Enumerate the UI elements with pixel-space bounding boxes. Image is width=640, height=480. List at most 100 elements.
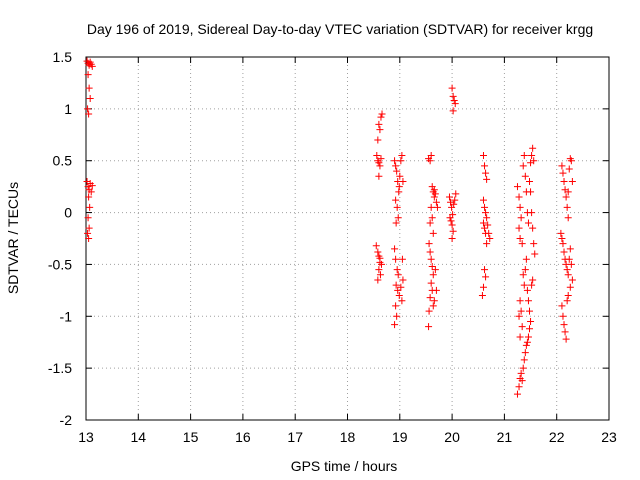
data-point	[564, 188, 572, 196]
data-point	[519, 364, 527, 372]
data-point	[452, 190, 460, 198]
data-point	[558, 162, 566, 170]
data-point	[375, 266, 383, 274]
data-point	[518, 323, 526, 331]
data-point	[524, 333, 532, 341]
data-point	[448, 235, 456, 242]
data-point	[564, 292, 572, 300]
data-point	[527, 317, 535, 325]
data-point	[559, 312, 567, 320]
data-point	[530, 157, 538, 165]
data-point	[429, 229, 437, 237]
data-point	[515, 193, 523, 201]
data-point	[566, 283, 574, 291]
data-point	[567, 157, 575, 165]
x-tick-label: 16	[235, 429, 251, 445]
data-point	[560, 248, 568, 256]
data-point	[375, 159, 383, 167]
data-point	[565, 165, 573, 173]
data-point	[431, 266, 439, 274]
data-point	[392, 302, 400, 310]
data-point	[430, 297, 438, 305]
data-point	[557, 229, 565, 237]
data-point	[377, 113, 385, 121]
data-point	[373, 152, 381, 160]
data-point	[430, 193, 438, 201]
y-tick-label: 1.5	[53, 49, 73, 65]
data-point	[485, 229, 493, 237]
data-point	[86, 94, 94, 102]
data-point	[523, 338, 531, 346]
data-point	[516, 297, 524, 305]
x-tick-label: 23	[601, 429, 617, 445]
data-point	[529, 144, 537, 152]
data-point	[431, 190, 439, 198]
x-tick-label: 21	[497, 429, 513, 445]
data-point	[395, 292, 403, 300]
data-point	[517, 369, 525, 377]
data-point	[449, 227, 457, 235]
data-point	[528, 152, 536, 160]
data-point	[393, 312, 401, 320]
y-tick-label: 0.5	[53, 153, 73, 169]
data-point	[528, 281, 536, 289]
data-point	[517, 214, 525, 222]
data-point	[448, 84, 456, 92]
data-point	[451, 100, 459, 108]
data-point	[484, 221, 492, 229]
data-point	[516, 333, 524, 341]
data-point	[391, 321, 399, 329]
data-point	[85, 84, 93, 92]
y-tick-label: -1.5	[48, 360, 72, 376]
data-point	[531, 250, 539, 258]
data-point	[522, 255, 530, 263]
data-point	[85, 110, 93, 118]
data-point	[513, 390, 521, 398]
data-point	[393, 266, 401, 274]
data-point	[377, 260, 385, 268]
data-point	[85, 193, 93, 201]
data-point	[479, 283, 487, 291]
data-point	[86, 203, 94, 211]
y-tick-label: -0.5	[48, 256, 72, 272]
data-point	[518, 240, 526, 248]
data-point	[520, 281, 528, 289]
data-point	[479, 152, 487, 160]
data-point	[563, 203, 571, 211]
data-point	[515, 312, 523, 320]
data-point	[481, 266, 489, 274]
data-point	[567, 260, 575, 268]
data-point	[433, 203, 441, 211]
data-point	[529, 276, 537, 284]
data-point	[374, 136, 382, 144]
x-axis-label: GPS time / hours	[291, 458, 398, 474]
x-tick-label: 18	[340, 429, 356, 445]
data-point	[394, 271, 402, 279]
data-point	[527, 188, 535, 196]
x-tick-label: 19	[392, 429, 408, 445]
x-tick-label: 22	[549, 429, 565, 445]
data-point	[520, 356, 528, 364]
x-tick-label: 15	[183, 429, 199, 445]
data-point	[426, 248, 434, 256]
data-point	[376, 254, 384, 262]
data-point	[446, 214, 454, 222]
data-point	[392, 255, 400, 263]
data-point	[84, 229, 92, 237]
data-point	[378, 110, 386, 118]
data-point	[394, 286, 402, 294]
y-tick-label: -1	[60, 308, 73, 324]
data-point	[87, 188, 95, 196]
data-point	[478, 292, 486, 300]
data-point	[528, 209, 536, 217]
data-point	[521, 172, 529, 180]
data-point	[399, 177, 407, 185]
data-point	[398, 297, 406, 305]
data-point	[88, 62, 96, 70]
data-point	[426, 294, 434, 302]
data-point	[398, 255, 406, 263]
data-point	[483, 175, 491, 183]
data-point	[482, 273, 490, 281]
data-point	[524, 297, 532, 305]
data-point	[483, 240, 491, 248]
